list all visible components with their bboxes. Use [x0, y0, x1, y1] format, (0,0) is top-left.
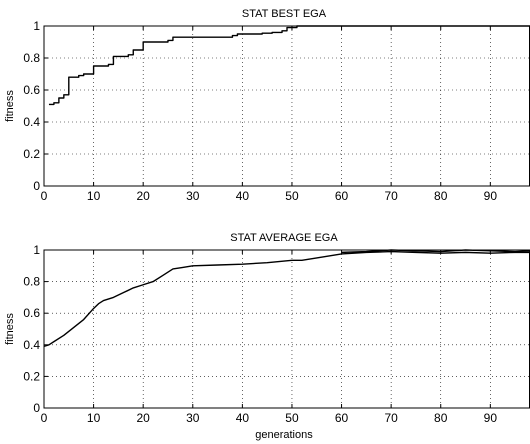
series-line-2 — [341, 249, 530, 254]
x-tick-label: 10 — [87, 411, 101, 425]
x-tick-label: 60 — [335, 189, 349, 203]
chart-panel-1: 0 10 20 30 40 50 60 70 80 90 0 0.2 0.4 0.6 0.8 1 STAT BE… — [4, 8, 530, 203]
x-tick-label: 50 — [285, 189, 299, 203]
series-line-1 — [43, 250, 530, 348]
x-tick-label: 30 — [186, 189, 200, 203]
x-tick-label: 70 — [384, 411, 398, 425]
y-tick-label: 0.6 — [23, 83, 40, 97]
x-tick-label: 80 — [434, 189, 448, 203]
x-tick-label: 50 — [285, 411, 299, 425]
y-tick-label: 0 — [33, 401, 40, 415]
x-tick-label: 90 — [484, 411, 498, 425]
x-tick-label: 0 — [41, 411, 48, 425]
y-tick-label: 0.8 — [23, 275, 40, 289]
chart-title: STAT BEST EGA — [242, 8, 327, 20]
series-line-1 — [48, 25, 530, 106]
y-tick-label: 0.8 — [23, 51, 40, 65]
y-tick-label: 0 — [33, 179, 40, 193]
x-tick-label: 60 — [335, 411, 349, 425]
y-tick-label: 0.4 — [23, 338, 40, 352]
y-tick-label: 0.2 — [23, 147, 40, 161]
x-tick-label: 30 — [186, 411, 200, 425]
y-tick-label: 0.4 — [23, 115, 40, 129]
y-tick-label: 1 — [33, 243, 40, 257]
x-tick-label: 10 — [87, 189, 101, 203]
y-tick-label: 0.2 — [23, 369, 40, 383]
y-axis-label: fitness — [4, 90, 16, 122]
x-axis-label: generations — [255, 429, 313, 441]
x-tick-label: 80 — [434, 411, 448, 425]
x-tick-label: 90 — [484, 189, 498, 203]
x-tick-label: 20 — [137, 411, 151, 425]
y-axis-label: fitness — [4, 313, 16, 345]
y-tick-label: 1 — [33, 19, 40, 33]
x-tick-label: 0 — [41, 189, 48, 203]
x-tick-label: 40 — [236, 189, 250, 203]
chart-panel-2: 0 10 20 30 40 50 60 70 80 90 0 0.2 0.4 0.6 0.8 1 STAT AV… — [4, 232, 530, 441]
chart-title: STAT AVERAGE EGA — [230, 232, 338, 244]
plot-frame — [43, 25, 530, 187]
x-tick-label: 40 — [236, 411, 250, 425]
x-tick-label: 20 — [137, 189, 151, 203]
x-tick-label: 70 — [384, 189, 398, 203]
y-tick-label: 0.6 — [23, 306, 40, 320]
plot-frame — [43, 249, 530, 409]
